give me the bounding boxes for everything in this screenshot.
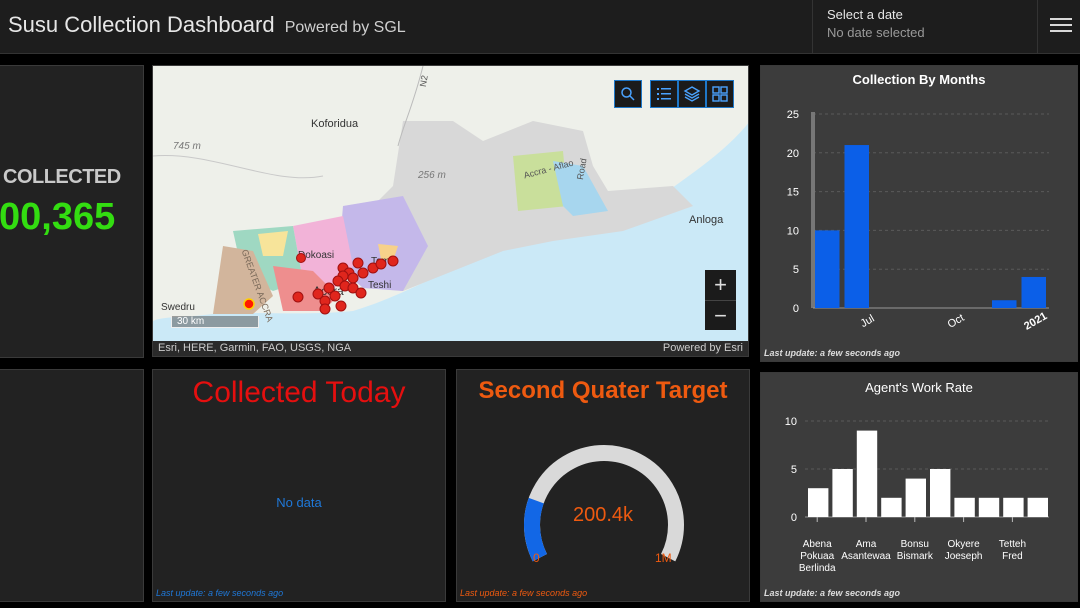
second-quarter-target-panel: Second Quater Target 200.4k 0 1M Last up…: [456, 369, 750, 602]
map-basemap-button[interactable]: [706, 80, 734, 108]
collected-total-panel: COLLECTED 00,365: [0, 65, 144, 358]
months-y-tick-label: 5: [793, 264, 799, 276]
map-zoom-control: + −: [705, 270, 736, 330]
map-search-button[interactable]: [614, 80, 642, 108]
work-rate-title: Agent's Work Rate: [865, 380, 973, 395]
target-gauge-min: 0: [533, 551, 540, 565]
zoom-in-icon[interactable]: +: [714, 272, 727, 297]
collected-today-title: Collected Today: [192, 376, 406, 409]
work-x-tick-label: Bonsu Bismark: [897, 539, 934, 562]
work-x-tick-label: Abena Pokuaa Berlinda: [799, 539, 836, 574]
work-y-tick-label: 5: [791, 464, 797, 476]
map-label-elevation-1: 745 m: [173, 141, 201, 152]
map-legend-button[interactable]: [650, 80, 678, 108]
left-bottom-panel: [0, 369, 144, 602]
map-point-layer: [243, 253, 399, 315]
map-label-elevation-2: 256 m: [418, 170, 446, 181]
months-x-tick-label: 2021: [1022, 310, 1049, 333]
date-selector-value: No date selected: [827, 25, 925, 40]
map-label-dokoasi: Dokoasi: [298, 250, 335, 261]
work-bar: [856, 430, 878, 517]
work-x-tick-label: Okyere Joeseph: [945, 539, 983, 562]
work-bar: [978, 497, 1000, 517]
collection-by-months-last-update: Last update: a few seconds ago: [764, 348, 901, 358]
map-layers-button[interactable]: [678, 80, 706, 108]
target-gauge-value: 200.4k: [572, 504, 634, 526]
map-label-koforidua: Koforidua: [311, 118, 359, 130]
header-bar: Susu Collection Dashboard Powered by SGL…: [0, 0, 1080, 54]
work-bar: [1027, 497, 1048, 517]
months-y-tick-label: 10: [787, 225, 799, 237]
work-x-tick-label: Tetteh Fred: [999, 539, 1026, 562]
months-y-tick-label: 20: [787, 148, 799, 160]
map-attribution: Esri, HERE, Garmin, FAO, USGS, NGA Power…: [153, 341, 748, 356]
collected-today-panel: Collected Today No data Last update: a f…: [152, 369, 446, 602]
work-bar: [881, 497, 902, 517]
layers-icon: [683, 86, 701, 102]
work-bar: [954, 497, 975, 517]
map-label-teshi: Teshi: [368, 280, 392, 291]
search-icon: [621, 87, 635, 101]
target-gauge: [524, 445, 684, 562]
target-title: Second Quater Target: [478, 377, 728, 404]
collected-label: COLLECTED: [3, 166, 121, 188]
gauge-fill: [524, 497, 548, 562]
target-last-update: Last update: a few seconds ago: [460, 588, 588, 598]
dashboard-subtitle: Powered by SGL: [284, 19, 406, 36]
work-bar: [832, 469, 853, 517]
collected-value: 00,365: [0, 196, 116, 238]
map-label-swedru: Swedru: [161, 302, 195, 313]
map-view[interactable]: Koforidua Anloga Accra Teshi Dokoasi Tem…: [152, 65, 749, 357]
legend-list-icon: [657, 88, 671, 100]
target-gauge-max: 1M: [655, 551, 672, 565]
basemap-gallery-icon: [712, 86, 728, 102]
months-bar: [1021, 276, 1046, 308]
collected-today-no-data: No data: [276, 495, 322, 510]
months-y-tick-label: 25: [787, 109, 799, 121]
months-y-tick-label: 0: [793, 303, 799, 315]
hamburger-menu-icon[interactable]: [1050, 14, 1072, 36]
work-bar: [1003, 497, 1024, 517]
work-y-tick-label: 0: [791, 512, 797, 524]
work-bar: [930, 469, 951, 517]
collection-by-months-chart: 0 5 10 15 20 25 Jul Oct 2021: [787, 109, 1050, 333]
map-scale-bar: 30 km: [171, 316, 259, 328]
map-attribution-text: Esri, HERE, Garmin, FAO, USGS, NGA: [158, 342, 352, 354]
months-y-tick-label: 15: [787, 187, 799, 199]
date-selector-label: Select a date: [827, 7, 903, 22]
months-x-tick-label: Oct: [946, 312, 967, 331]
months-x-tick-label: Jul: [858, 313, 876, 330]
work-bar: [808, 488, 829, 517]
date-selector[interactable]: Select a date No date selected: [812, 0, 1038, 54]
months-bar: [815, 230, 840, 308]
agent-work-rate-panel: Agent's Work Rate 0 5 10 Abena Pokuaa Berlind…: [760, 372, 1078, 602]
dashboard-title: Susu Collection Dashboard Powered by SGL: [8, 12, 406, 38]
map-label-anloga: Anloga: [689, 214, 724, 226]
work-rate-last-update: Last update: a few seconds ago: [764, 588, 901, 598]
collection-by-months-title: Collection By Months: [852, 72, 986, 87]
months-bar: [844, 145, 869, 308]
collection-by-months-panel: Collection By Months 0 5 10 15 20 25 Jul Oct 202…: [760, 65, 1078, 362]
collected-today-last-update: Last update: a few seconds ago: [156, 588, 284, 598]
work-y-tick-label: 10: [785, 416, 797, 428]
work-x-tick-label: Ama Asantewaa: [841, 539, 891, 562]
dashboard-title-text: Susu Collection Dashboard: [8, 12, 275, 37]
work-bar: [905, 478, 926, 517]
map-powered-by[interactable]: Powered by Esri: [662, 342, 743, 354]
zoom-out-icon[interactable]: −: [705, 300, 736, 330]
months-bar: [992, 300, 1017, 308]
